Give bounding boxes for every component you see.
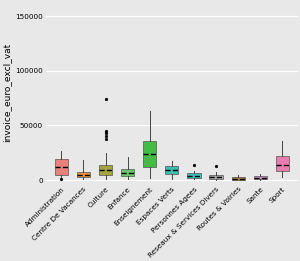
PathPatch shape (254, 176, 267, 179)
PathPatch shape (276, 156, 289, 171)
PathPatch shape (143, 141, 156, 167)
PathPatch shape (99, 165, 112, 175)
PathPatch shape (187, 174, 201, 178)
PathPatch shape (55, 159, 68, 175)
PathPatch shape (121, 169, 134, 176)
PathPatch shape (209, 175, 223, 179)
Y-axis label: invoice_euro_excl_vat: invoice_euro_excl_vat (2, 43, 11, 142)
PathPatch shape (232, 177, 245, 180)
PathPatch shape (165, 166, 178, 174)
PathPatch shape (77, 173, 90, 177)
